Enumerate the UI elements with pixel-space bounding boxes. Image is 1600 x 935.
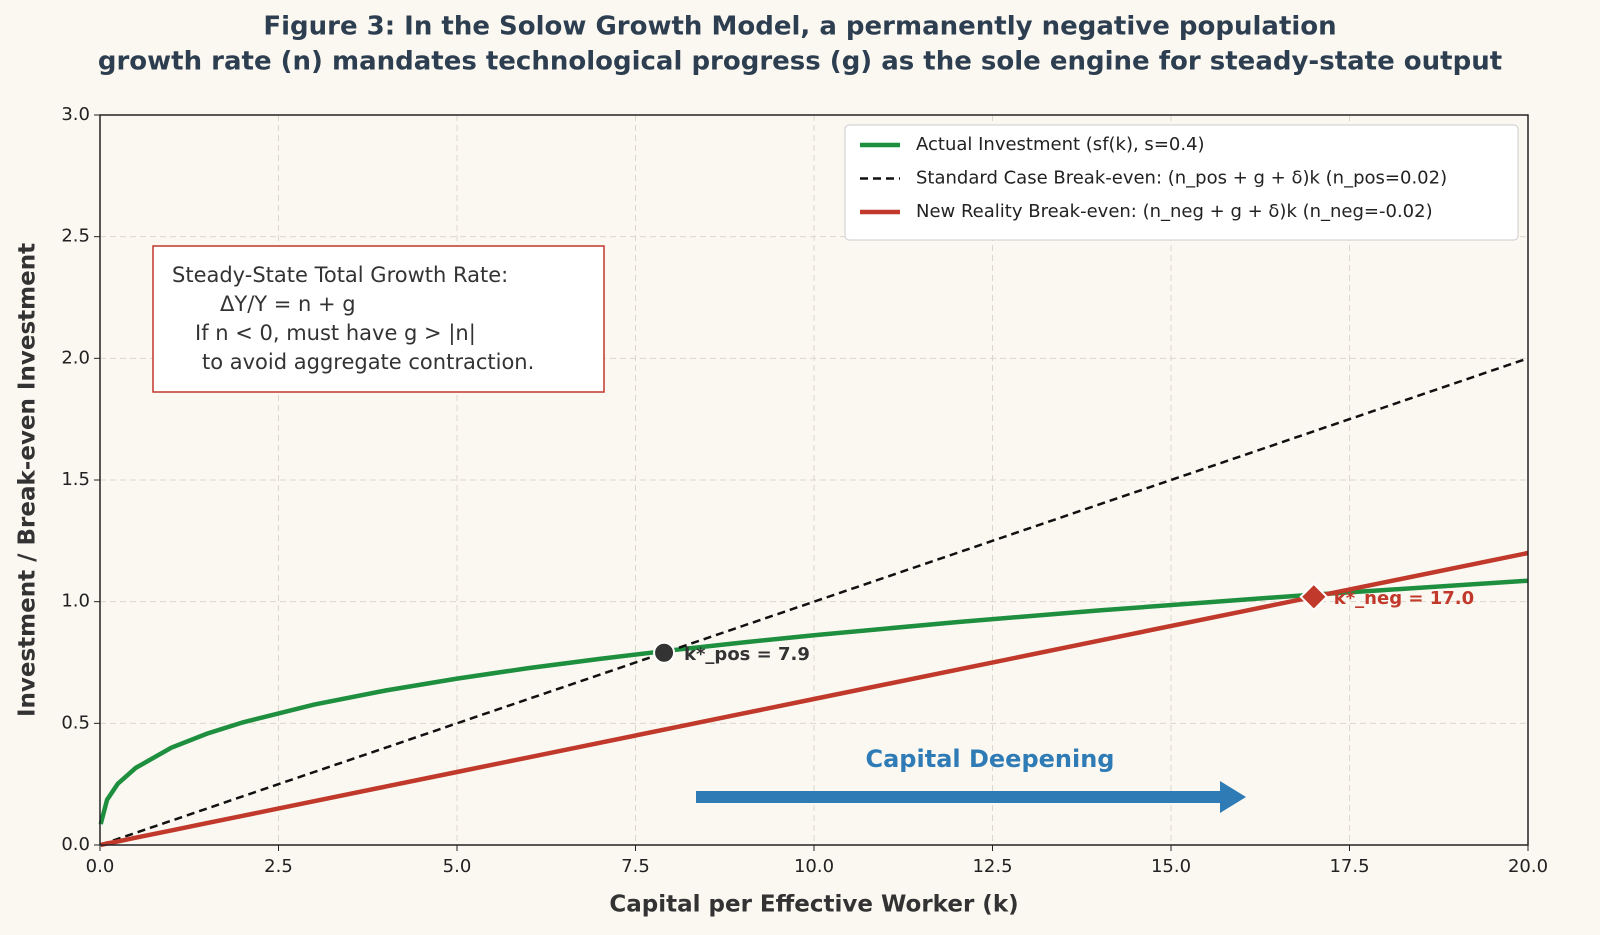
series-line: [98, 578, 1529, 825]
legend-box: [844, 124, 1519, 241]
x-tick-label: 12.5: [972, 856, 1012, 877]
point-label: k*_pos = 7.9: [684, 644, 810, 665]
plot-area: k*_pos = 7.9 k*_neg = 17.0: [98, 357, 1529, 848]
text-box: [152, 245, 605, 393]
text-box-line: If n < 0, must have g > |n|: [195, 321, 476, 346]
x-tick-label: 5.0: [443, 856, 472, 877]
y-tick-label: 2.5: [61, 226, 90, 247]
legend-label: New Reality Break-even: (n_neg + g + δ)k…: [916, 201, 1433, 222]
x-tick-label: 2.5: [264, 856, 293, 877]
x-tick-label: 0.0: [86, 856, 115, 877]
y-axis-label: Investment / Break-even Investment: [15, 243, 41, 717]
y-tick-label: 0.0: [61, 834, 90, 855]
text-box-line: Steady-State Total Growth Rate:: [172, 263, 508, 287]
x-tick-label: 20.0: [1508, 856, 1548, 877]
x-tick-label: 15.0: [1151, 856, 1191, 877]
x-axis-label: Capital per Effective Worker (k): [609, 892, 1018, 918]
annotation-arrow: [696, 781, 1246, 813]
legend-label: Actual Investment (sf(k), s=0.4): [916, 134, 1205, 155]
steady-state-marker: [653, 641, 676, 664]
chart-title: growth rate (n) mandates technological p…: [98, 47, 1502, 77]
annotation: Capital Deepening: [866, 745, 1115, 773]
x-tick-label: 17.5: [1329, 856, 1369, 877]
x-tick-label: 10.0: [794, 856, 834, 877]
x-tick-label: 7.5: [621, 856, 650, 877]
y-tick-label: 2.0: [61, 347, 90, 368]
y-tick-label: 3.0: [61, 104, 90, 125]
steady-state-marker: [1299, 582, 1329, 612]
text-box-line: to avoid aggregate contraction.: [202, 350, 534, 374]
chart-title: Figure 3: In the Solow Growth Model, a p…: [263, 12, 1336, 42]
series-line: [100, 550, 1529, 848]
legend-label: Standard Case Break-even: (n_pos + g + δ…: [916, 168, 1447, 189]
text-box-line: ΔY/Y = n + g: [220, 292, 356, 316]
legend: Actual Investment (sf(k), s=0.4) Standard…: [844, 124, 1519, 241]
point-label: k*_neg = 17.0: [1334, 588, 1474, 609]
y-tick-label: 1.0: [61, 591, 90, 612]
y-tick-label: 0.5: [61, 712, 90, 733]
y-tick-label: 1.5: [61, 469, 90, 490]
